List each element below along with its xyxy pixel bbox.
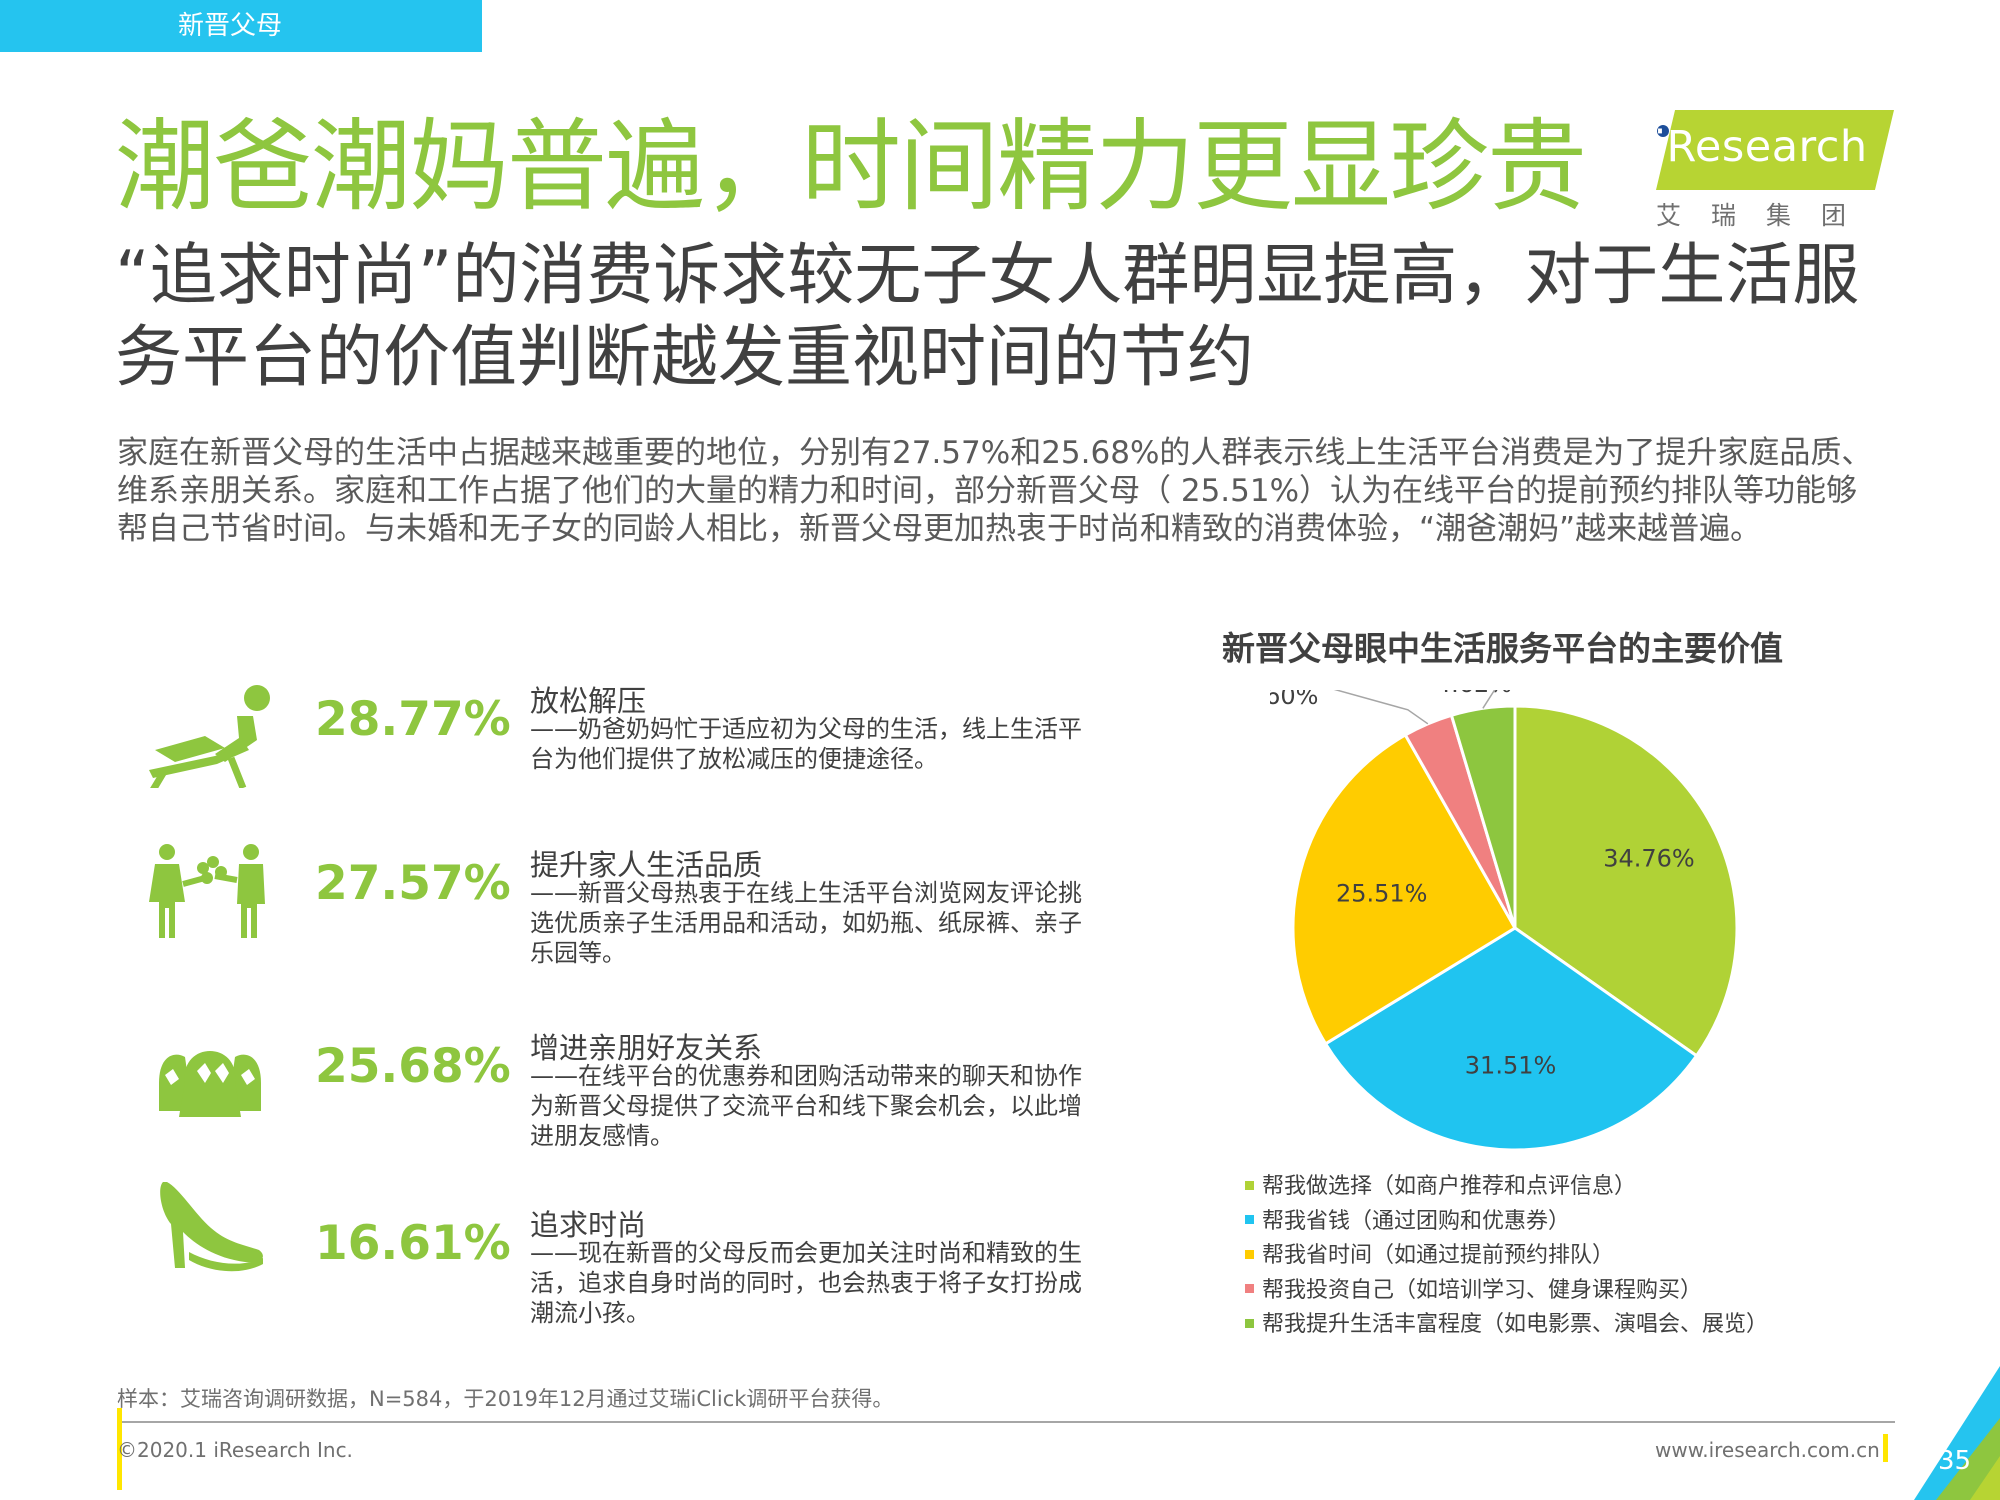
legend-swatch [1245, 1318, 1254, 1328]
legend-swatch [1245, 1215, 1254, 1224]
website-link[interactable]: www.iresearch.com.cn [1655, 1438, 1880, 1462]
section-tab: 新晋父母 [0, 0, 482, 52]
pie-data-label-4: 4.62% [1436, 690, 1512, 698]
pie-slice-4 [1449, 704, 1517, 929]
chart-title: 新晋父母眼中生活服务平台的主要价值 [1222, 629, 1783, 668]
corner-decoration [1914, 1366, 2000, 1500]
pie-data-label-2: 25.51% [1336, 880, 1428, 908]
high-heel-shoe-icon [145, 1172, 275, 1282]
legend-swatch [1245, 1249, 1254, 1259]
pie-data-label-0: 34.76% [1603, 844, 1695, 872]
legend-label: 帮我投资自己（如培训学习、健身课程购买） [1262, 1277, 1703, 1303]
footer-divider [117, 1421, 1895, 1423]
footer-accent-bar [117, 1408, 122, 1490]
value-item-friends: 25.68% 增进亲朋好友关系 ——在线平台的优惠券和团购活动带来的聊天和协作为… [145, 1025, 1105, 1175]
item-description: ——奶爸奶妈忙于适应初为父母的生活，线上生活平台为他们提供了放松减压的便捷途径。 [530, 715, 1082, 773]
value-item-relax: 28.77% 放松解压 ——奶爸奶妈忙于适应初为父母的生活，线上生活平台为他们提… [145, 678, 1105, 828]
copyright: ©2020.1 iResearch Inc. [117, 1438, 353, 1462]
logo-subtitle: 艾瑞集团 [1656, 201, 1877, 230]
website-accent-mark [1883, 1434, 1888, 1462]
chart-legend: 帮我做选择（如商户推荐和点评信息） 帮我省钱（通过团购和优惠券） 帮我省时间（如通过… [1245, 1170, 1965, 1343]
friends-group-icon [145, 1025, 275, 1135]
value-item-family-quality: 27.57% 提升家人生活品质 ——新晋父母热衷于在线上生活平台浏览网友评论挑选… [145, 842, 1105, 992]
legend-item-2: 帮我省时间（如通过提前预约排队） [1245, 1239, 1965, 1274]
item-percentage: 27.57% [315, 856, 511, 911]
pie-leader-line-4 [1482, 690, 1496, 709]
legend-swatch [1245, 1284, 1254, 1293]
item-title: 放松解压 [530, 684, 647, 718]
iresearch-logo: iResearch 艾瑞集团 [1640, 104, 1900, 234]
logo-text: iResearch [1654, 122, 1868, 172]
legend-label: 帮我做选择（如商户推荐和点评信息） [1262, 1174, 1637, 1199]
legend-item-0: 帮我做选择（如商户推荐和点评信息） [1245, 1170, 1965, 1205]
legend-label: 帮我提升生活丰富程度（如电影票、演唱会、展览） [1262, 1312, 1769, 1337]
legend-item-3: 帮我投资自己（如培训学习、健身课程购买） [1245, 1274, 1965, 1309]
legend-label: 帮我省时间（如通过提前预约排队） [1262, 1243, 1615, 1268]
lounge-chair-person-icon [145, 678, 275, 792]
legend-label: 帮我省钱（通过团购和优惠券） [1262, 1208, 1571, 1234]
logo-dot [1657, 125, 1669, 137]
legend-item-4: 帮我提升生活丰富程度（如电影票、演唱会、展览） [1245, 1308, 1965, 1343]
item-title: 提升家人生活品质 [530, 848, 763, 882]
pie-leader-line-3 [1333, 690, 1429, 725]
pie-slice-1 [1323, 926, 1699, 1152]
logo-tag-shape [1656, 110, 1894, 190]
pie-data-label-1: 31.51% [1465, 1052, 1557, 1080]
family-flowers-icon [145, 842, 275, 952]
value-item-fashion: 16.61% 追求时尚 ——现在新晋的父母反而会更加关注时尚和精致的生活，追求自… [145, 1182, 1105, 1352]
legend-swatch [1245, 1180, 1254, 1190]
sample-note: 样本：艾瑞咨询调研数据，N=584，于2019年12月通过艾瑞iClick调研平… [117, 1387, 894, 1411]
pie-chart: 34.76% 31.51% 25.51% 3.60% 4.62% [1270, 690, 1739, 1152]
legend-item-1: 帮我省钱（通过团购和优惠券） [1245, 1205, 1965, 1240]
item-percentage: 28.77% [315, 692, 511, 747]
pie-slice-2 [1291, 732, 1518, 1046]
pie-data-label-3: 3.60% [1270, 690, 1318, 710]
item-title: 增进亲朋好友关系 [530, 1031, 763, 1065]
page-subtitle: “追求时尚”的消费诉求较无子女人群明显提高，对于生活服务平台的价值判断越发重视时… [115, 236, 1860, 396]
page-number: 35 [1938, 1446, 1972, 1476]
item-percentage: 16.61% [315, 1216, 511, 1271]
item-description: ——在线平台的优惠券和团购活动带来的聊天和协作为新晋父母提供了交流平台和线下聚会… [530, 1062, 1082, 1150]
pie-slice-0 [1513, 704, 1739, 1058]
item-percentage: 25.68% [315, 1039, 511, 1094]
item-title: 追求时尚 [530, 1208, 647, 1242]
page-title: 潮爸潮妈普遍，时间精力更显珍贵 [115, 108, 1587, 225]
item-description: ——新晋父母热衷于在线上生活平台浏览网友评论挑选优质亲子生活用品和活动，如奶瓶、… [530, 879, 1082, 967]
item-description: ——现在新晋的父母反而会更加关注时尚和精致的生活，追求自身时尚的同时，也会热衷于… [530, 1239, 1082, 1327]
intro-paragraph: 家庭在新晋父母的生活中占据越来越重要的地位，分别有27.57%和25.68%的人… [117, 435, 1873, 547]
